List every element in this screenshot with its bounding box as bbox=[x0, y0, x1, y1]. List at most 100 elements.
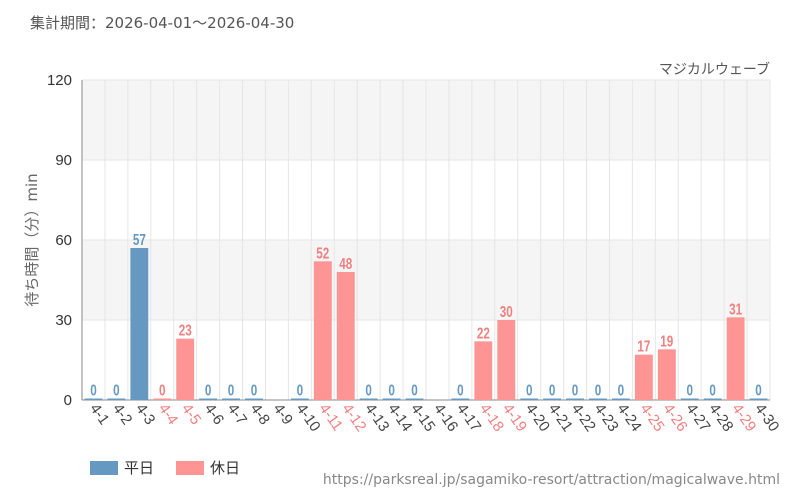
data-label: 30 bbox=[500, 302, 513, 320]
x-tick-label: 4-3 bbox=[132, 401, 158, 429]
y-tick-label: 60 bbox=[55, 232, 72, 249]
data-label: 0 bbox=[297, 381, 304, 399]
bar bbox=[313, 261, 332, 400]
data-label: 48 bbox=[339, 254, 352, 272]
legend-item-holiday: 休日 bbox=[176, 457, 240, 478]
x-tick-label: 4-17 bbox=[453, 401, 484, 435]
data-label: 0 bbox=[457, 381, 464, 399]
bar bbox=[176, 338, 195, 400]
bar bbox=[199, 398, 218, 400]
legend-item-weekday: 平日 bbox=[90, 457, 154, 478]
legend-swatch-holiday bbox=[176, 460, 205, 475]
y-tick-label: 120 bbox=[47, 72, 72, 89]
x-tick-label: 4-15 bbox=[407, 401, 438, 435]
data-label: 0 bbox=[411, 381, 418, 399]
x-tick-label: 4-12 bbox=[338, 401, 369, 435]
x-tick-label: 4-27 bbox=[682, 401, 713, 435]
chart-title: マジカルウェーブ bbox=[659, 61, 770, 78]
x-tick-label: 4-23 bbox=[591, 401, 622, 435]
bar bbox=[359, 398, 378, 400]
bar bbox=[566, 398, 585, 400]
y-axis-label: 待ち時間（分）min bbox=[23, 173, 41, 306]
bar bbox=[611, 398, 630, 400]
period-label: 集計期間：2026-04-01～2026-04-30 bbox=[30, 14, 295, 32]
x-tick-label: 4-24 bbox=[614, 401, 645, 435]
x-tick-label: 4-20 bbox=[522, 401, 553, 435]
bar bbox=[474, 341, 493, 400]
data-label: 57 bbox=[133, 230, 146, 248]
bar bbox=[749, 398, 768, 400]
bar bbox=[130, 248, 149, 400]
data-label: 0 bbox=[251, 381, 258, 399]
data-label: 0 bbox=[90, 381, 97, 399]
x-tick-label: 4-8 bbox=[247, 401, 273, 429]
data-label: 0 bbox=[365, 381, 372, 399]
legend: 平日 休日 bbox=[90, 457, 262, 478]
bar bbox=[107, 398, 126, 400]
x-tick-label: 4-13 bbox=[361, 401, 392, 435]
x-tick-label: 4-4 bbox=[155, 401, 181, 429]
bar bbox=[84, 398, 103, 400]
data-label: 0 bbox=[228, 381, 235, 399]
source-url[interactable]: https://parksreal.jp/sagamiko-resort/att… bbox=[322, 472, 780, 488]
bar bbox=[382, 398, 401, 400]
bar bbox=[405, 398, 424, 400]
x-tick-label: 4-10 bbox=[293, 401, 324, 435]
x-tick-label: 4-7 bbox=[224, 401, 250, 429]
bar bbox=[680, 398, 699, 400]
data-label: 0 bbox=[595, 381, 602, 399]
data-label: 23 bbox=[179, 321, 192, 339]
data-label: 0 bbox=[572, 381, 579, 399]
data-label: 0 bbox=[205, 381, 212, 399]
x-tick-label: 4-16 bbox=[430, 401, 461, 435]
bar bbox=[451, 398, 470, 400]
data-label: 0 bbox=[755, 381, 762, 399]
x-tick-label: 4-18 bbox=[476, 401, 507, 435]
bar bbox=[543, 398, 562, 400]
x-tick-label: 4-14 bbox=[384, 401, 415, 435]
x-tick-label: 4-25 bbox=[637, 401, 668, 435]
x-tick-label: 4-26 bbox=[660, 401, 691, 435]
legend-label-holiday: 休日 bbox=[210, 459, 241, 477]
data-label: 0 bbox=[526, 381, 533, 399]
x-tick-label: 4-29 bbox=[728, 401, 759, 435]
data-label: 0 bbox=[388, 381, 395, 399]
bar bbox=[657, 349, 676, 400]
x-tick-label: 4-2 bbox=[109, 401, 135, 429]
bar bbox=[497, 320, 516, 400]
y-tick-label: 90 bbox=[55, 152, 72, 169]
x-tick-label: 4-1 bbox=[86, 401, 112, 429]
data-label: 0 bbox=[159, 381, 166, 399]
data-label: 0 bbox=[113, 381, 120, 399]
x-tick-label: 4-22 bbox=[568, 401, 599, 435]
bar bbox=[290, 398, 309, 400]
x-tick-label: 4-5 bbox=[178, 401, 204, 429]
bar bbox=[153, 398, 172, 400]
bar bbox=[222, 398, 241, 400]
bar bbox=[703, 398, 722, 400]
y-tick-label: 30 bbox=[55, 312, 72, 329]
data-label: 52 bbox=[316, 244, 329, 262]
bar bbox=[245, 398, 263, 400]
bar bbox=[336, 272, 355, 400]
data-label: 31 bbox=[729, 300, 742, 318]
legend-label-weekday: 平日 bbox=[124, 459, 155, 477]
legend-swatch-weekday bbox=[90, 460, 118, 475]
x-tick-label: 4-6 bbox=[201, 401, 227, 429]
bar bbox=[634, 354, 653, 400]
x-tick-label: 4-9 bbox=[270, 401, 296, 429]
data-label: 17 bbox=[637, 337, 650, 355]
data-label: 19 bbox=[660, 332, 673, 350]
bar bbox=[520, 398, 539, 400]
bar bbox=[726, 317, 745, 400]
data-label: 0 bbox=[549, 381, 556, 399]
data-label: 0 bbox=[686, 381, 693, 399]
x-tick-label: 4-30 bbox=[751, 401, 782, 435]
data-label: 22 bbox=[477, 324, 490, 342]
x-tick-label: 4-11 bbox=[316, 401, 347, 434]
x-tick-label: 4-21 bbox=[545, 401, 576, 435]
x-tick-label: 4-19 bbox=[499, 401, 530, 435]
data-label: 0 bbox=[709, 381, 716, 399]
x-tick-label: 4-28 bbox=[705, 401, 736, 435]
